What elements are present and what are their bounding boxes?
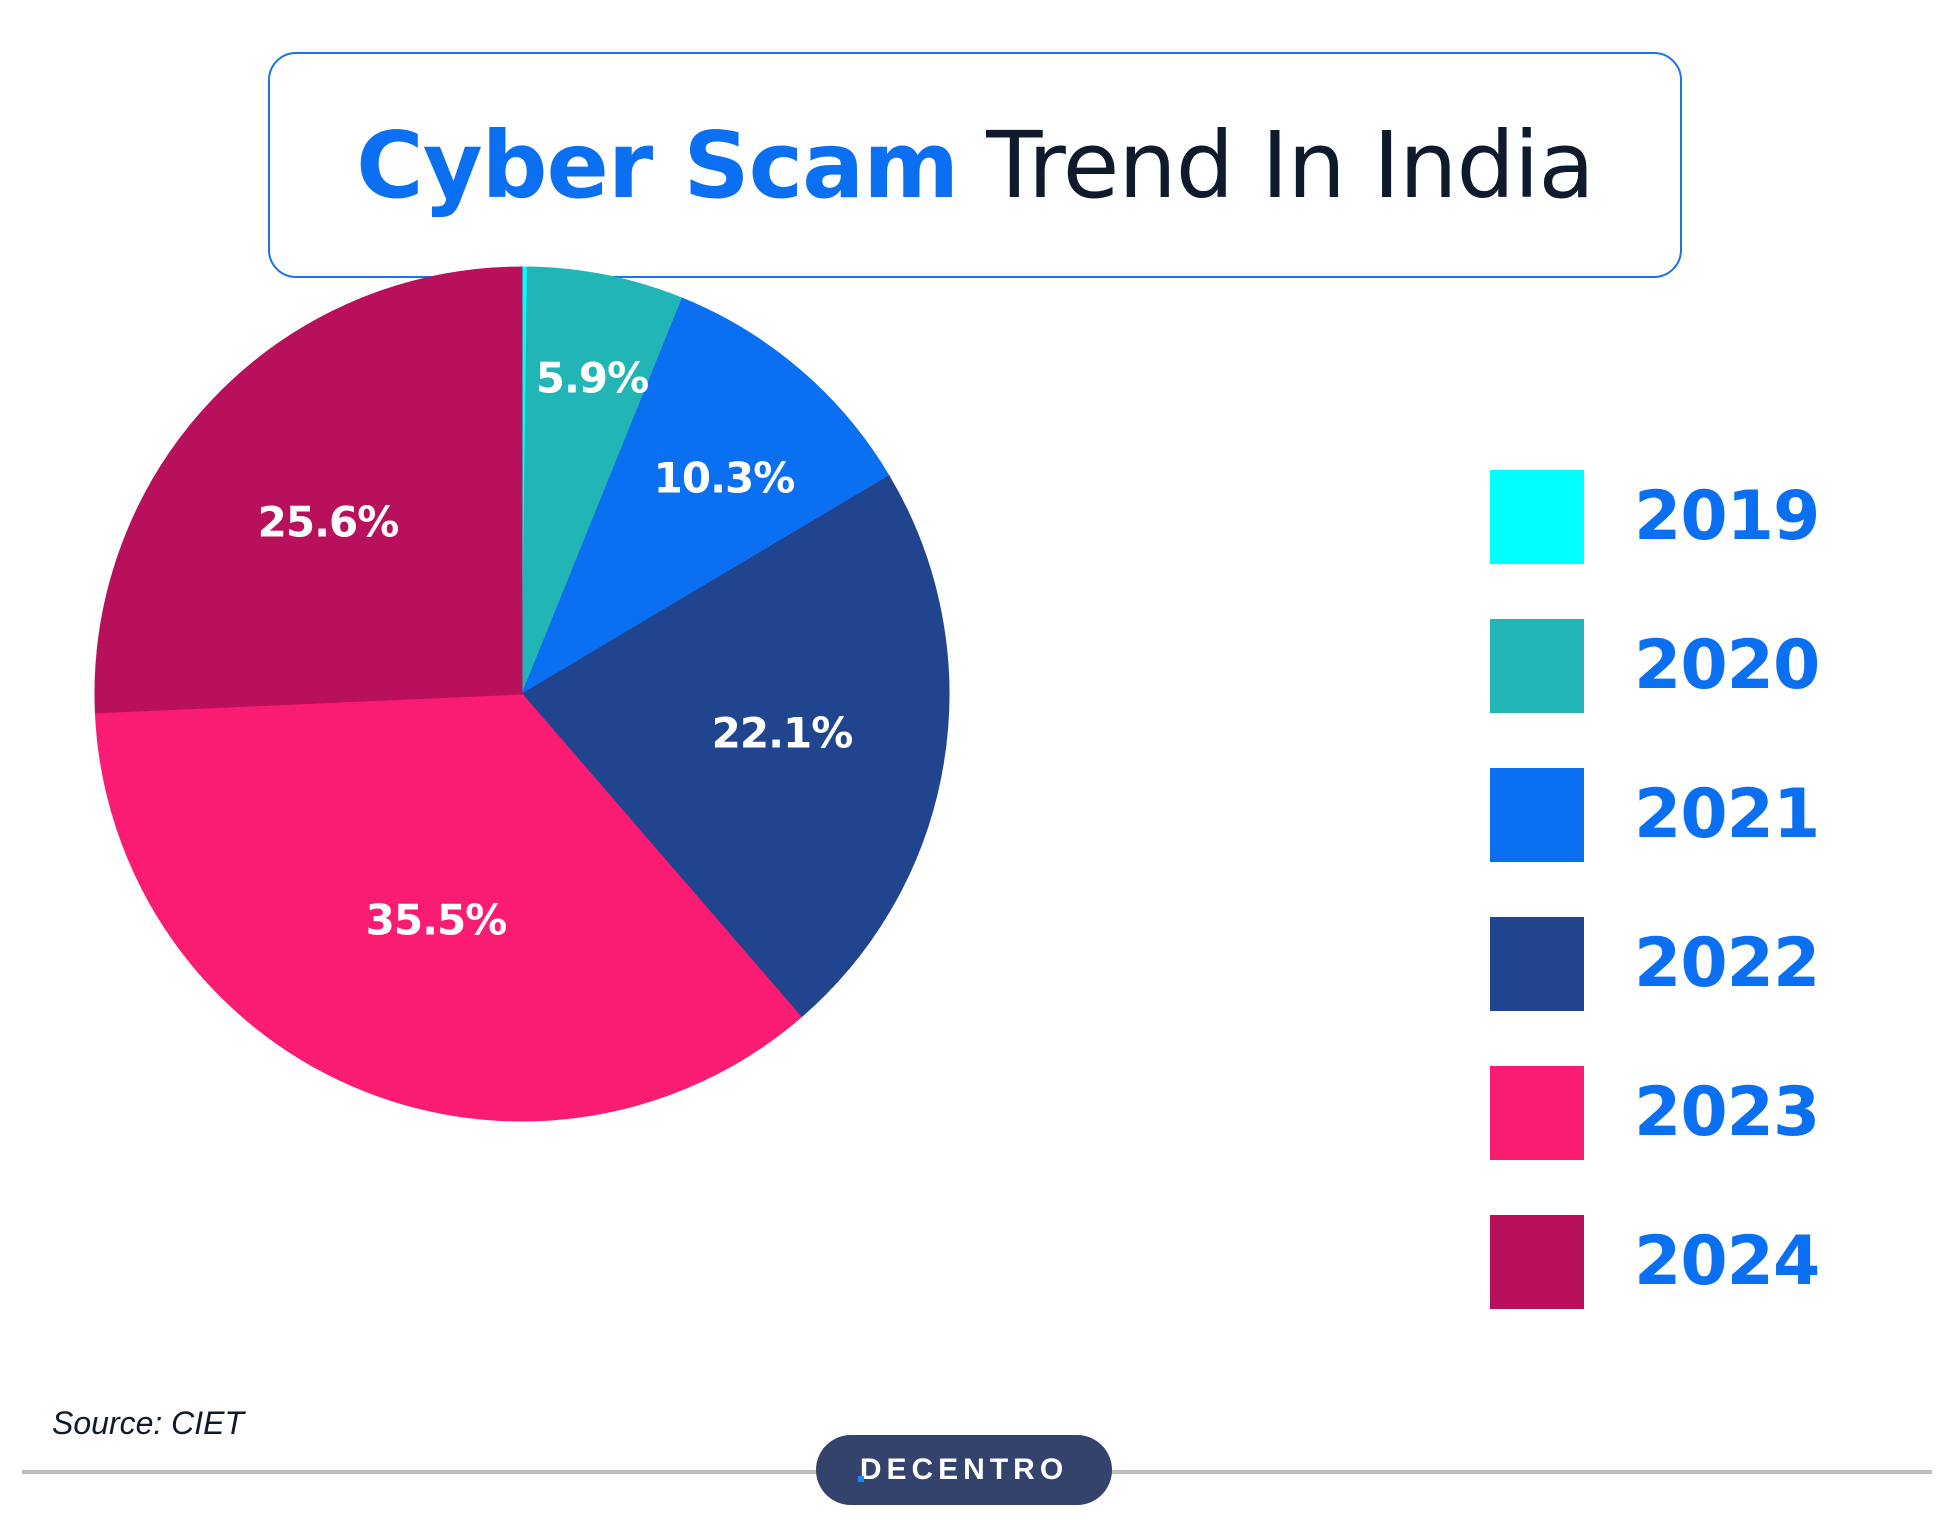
brand-wordmark: DECENTRO [857,1453,1069,1487]
brand-name: DECENTRO [859,1453,1069,1486]
legend-swatch-2024 [1490,1214,1584,1309]
chart-title: Cyber Scam Trend In India [356,111,1595,219]
slice-label-2020: 5.9% [535,353,649,403]
brand-dot-icon [857,1476,864,1482]
legend-swatch-2020 [1490,618,1584,713]
pie-slice-2021 [520,297,890,696]
slice-label-2023: 35.5% [365,895,508,945]
legend-item-2021: 2021 [1490,740,1820,889]
slice-label-2021: 10.3% [653,453,796,503]
title-rest: Trend In India [958,111,1595,219]
title-box: Cyber Scam Trend In India [268,52,1682,278]
pie-slice-2023 [94,693,802,1122]
slice-label-2022: 22.1% [711,708,854,758]
legend: 2019 2020 2021 2022 2023 2024 [1490,442,1820,1336]
legend-swatch-2022 [1490,916,1584,1011]
legend-item-2024: 2024 [1490,1187,1820,1336]
legend-item-2020: 2020 [1490,591,1820,740]
legend-label: 2023 [1634,1073,1820,1152]
legend-label: 2022 [1634,924,1820,1003]
brand-logo: DECENTRO [816,1435,1112,1505]
source-note: Source: CIET [52,1405,245,1441]
pie-slice-2020 [521,266,683,695]
pie-slice-2024 [94,266,523,714]
title-accent: Cyber Scam [356,111,959,219]
legend-swatch-2019 [1490,469,1584,564]
slice-label-2024: 25.6% [257,497,400,547]
legend-label: 2020 [1634,626,1820,705]
legend-item-2023: 2023 [1490,1038,1820,1187]
legend-label: 2019 [1634,477,1820,556]
legend-swatch-2021 [1490,767,1584,862]
legend-label: 2024 [1634,1222,1820,1301]
pie-slice-2022 [521,475,950,1018]
legend-label: 2021 [1634,775,1820,854]
legend-swatch-2023 [1490,1065,1584,1160]
legend-item-2019: 2019 [1490,442,1820,591]
legend-item-2022: 2022 [1490,889,1820,1038]
